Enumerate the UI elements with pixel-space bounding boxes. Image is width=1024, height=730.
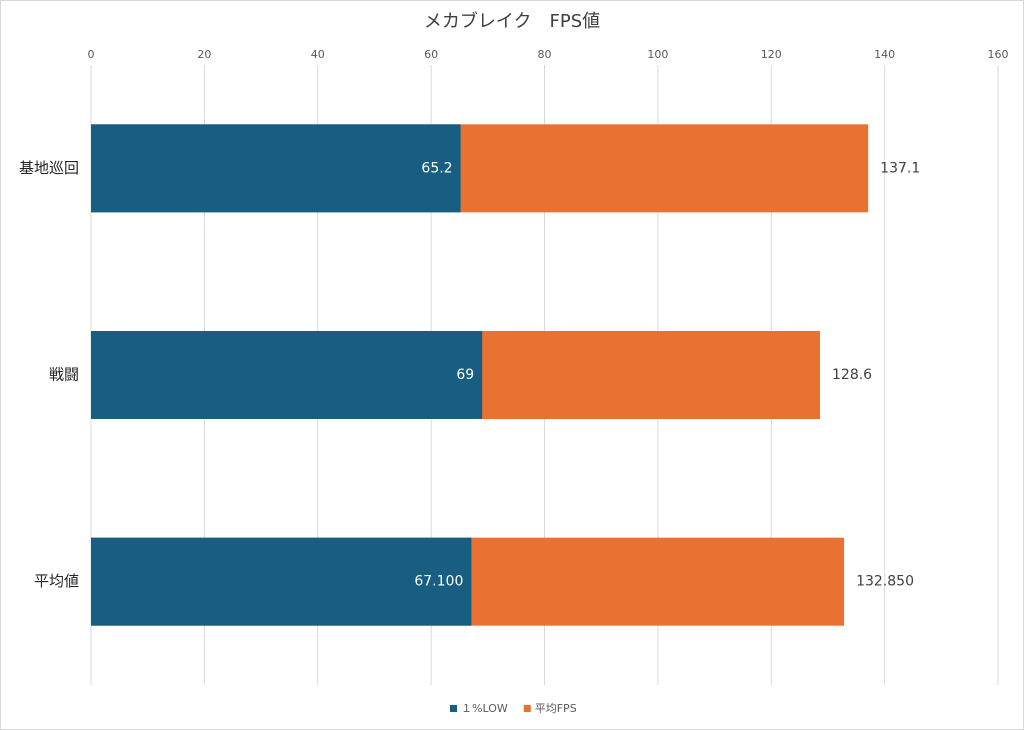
data-label: 128.6	[832, 367, 872, 383]
legend-swatch	[523, 705, 531, 712]
y-tick-label: 戦闘	[49, 366, 79, 384]
bar	[91, 124, 461, 213]
x-tick-label: 80	[538, 48, 552, 61]
bar	[91, 537, 472, 626]
data-label: 67.100	[414, 574, 463, 590]
data-label: 69	[456, 367, 474, 383]
x-tick-label: 140	[874, 48, 895, 61]
x-tick-label: 160	[988, 48, 1009, 61]
y-tick-label: 基地巡回	[19, 159, 79, 177]
x-tick-label: 40	[311, 48, 325, 61]
x-tick-label: 100	[647, 48, 668, 61]
legend-label: 平均FPS	[535, 702, 577, 715]
bar	[91, 331, 483, 419]
data-label: 65.2	[421, 160, 452, 176]
y-tick-label: 平均値	[34, 572, 79, 590]
legend-label: １%LOW	[461, 702, 508, 715]
chart-title: メカブレイク FPS値	[424, 10, 600, 32]
x-tick-label: 120	[761, 48, 782, 61]
data-label: 132.850	[856, 574, 914, 590]
x-tick-label: 0	[88, 48, 95, 61]
legend-swatch	[450, 705, 457, 712]
data-label: 137.1	[880, 160, 920, 176]
x-tick-label: 60	[424, 48, 438, 61]
x-tick-label: 20	[197, 48, 211, 61]
